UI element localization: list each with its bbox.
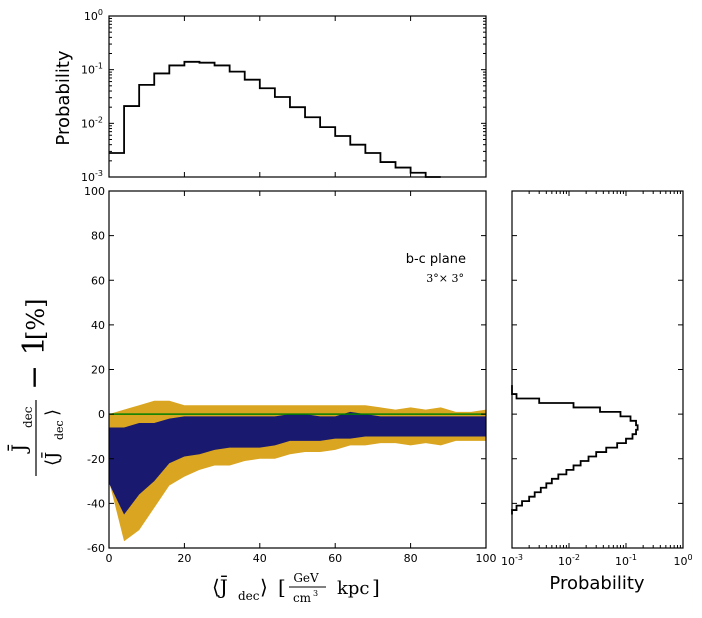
top-y-tick-label-base: 10 [81,117,95,130]
right-histogram-steps [511,385,639,515]
top-y-tick-label-exp: -2 [95,115,103,124]
main-x-tick-label: 0 [106,552,113,565]
right-x-tick-label-base: 10 [558,555,572,568]
right-x-tick-label-base: 10 [501,555,515,568]
top-axes-frame [108,15,487,178]
top-y-tick-label-base: 10 [84,10,98,23]
main-y-axis-label: J̄ dec ⟨J̄ dec ⟩ − 1 [%] [6,298,66,476]
xlabel-right: ⟩ [260,575,268,599]
main-y-tick-label: 80 [91,230,105,243]
top-y-tick-label-exp: 0 [98,8,103,17]
main-y-tick-label: -20 [87,453,105,466]
right-x-tick-label: 10-3 [501,553,523,568]
main-y-tick-label: -40 [87,497,105,510]
right-x-tick-label-exp: -1 [629,553,637,562]
main-x-axis-label: ⟨J̄ dec ⟩ [ GeV cm 3 kpc ] [212,571,380,605]
right-histogram-xlabel: Probability [549,573,644,594]
top-y-tick-label: 100 [84,8,103,23]
top-y-tick-label: 10-1 [81,62,103,77]
main-y-tick-label: 100 [84,185,105,198]
xlabel-bracket-open: [ [278,575,286,599]
right-x-tick-label: 10-1 [615,553,637,568]
main-x-tick-label: 80 [404,552,418,565]
main-y-tick-label: 20 [91,364,105,377]
ylabel-percent: [%] [22,298,50,340]
ylabel-num: J̄ [6,444,31,454]
main-y-tick-label: 0 [98,408,105,421]
main-x-tick-label: 100 [476,552,497,565]
xlabel-left: ⟨J̄ [212,574,228,599]
xlabel-bracket-close: ] [372,575,380,599]
top-histogram-steps [109,60,441,178]
top-histogram-ylabel: Probability [53,50,74,145]
main-x-tick-label: 40 [253,552,267,565]
inner-band-area [109,411,486,515]
main-y-tick-label: 40 [91,319,105,332]
main-x-tick-label: 20 [177,552,191,565]
ylabel-den: ⟨J̄ [40,452,63,466]
plane-label: b-c plane [406,252,466,267]
right-x-tick-label: 10-2 [558,553,580,568]
region-size-label: 3°× 3° [426,272,464,285]
main-y-tick-label: -60 [87,542,105,555]
main-panel: 0 20 40 60 80 100 -60 -40 -20 0 20 40 60 80 100 [84,185,497,565]
right-x-tick-label-exp: 0 [687,553,692,562]
xlabel-unit-den: cm [293,591,312,605]
main-y-tick-label: 60 [91,274,105,287]
right-x-tick-label-exp: -2 [572,553,580,562]
right-axes-frame [511,190,684,549]
top-y-tick-label-base: 10 [81,171,95,184]
right-histogram-panel: 10-3 10-2 10-1 100 [501,190,693,568]
right-x-tick-label: 100 [673,553,692,568]
top-y-tick-label: 10-3 [81,169,103,184]
ylabel-den-sub: dec [53,420,66,440]
right-x-tick-label-base: 10 [673,555,687,568]
ylabel-minus-one: − 1 [17,336,52,390]
ylabel-den-close: ⟩ [42,409,63,416]
top-y-tick-label-exp: -3 [95,169,103,178]
top-y-tick-label-exp: -1 [95,62,103,71]
xlabel-unit-den-sup: 3 [313,589,318,598]
xlabel-unit-num: GeV [293,571,319,585]
xlabel-unit-tail: kpc [337,578,370,599]
top-y-tick-label: 10-2 [81,115,103,130]
main-x-tick-label: 60 [328,552,342,565]
ylabel-num-sub: dec [21,406,35,428]
right-x-tick-label-exp: -3 [515,553,523,562]
xlabel-sub: dec [238,589,260,603]
main-axes-frame [108,190,487,549]
right-x-tick-label-base: 10 [615,555,629,568]
top-y-tick-label-base: 10 [81,64,95,77]
